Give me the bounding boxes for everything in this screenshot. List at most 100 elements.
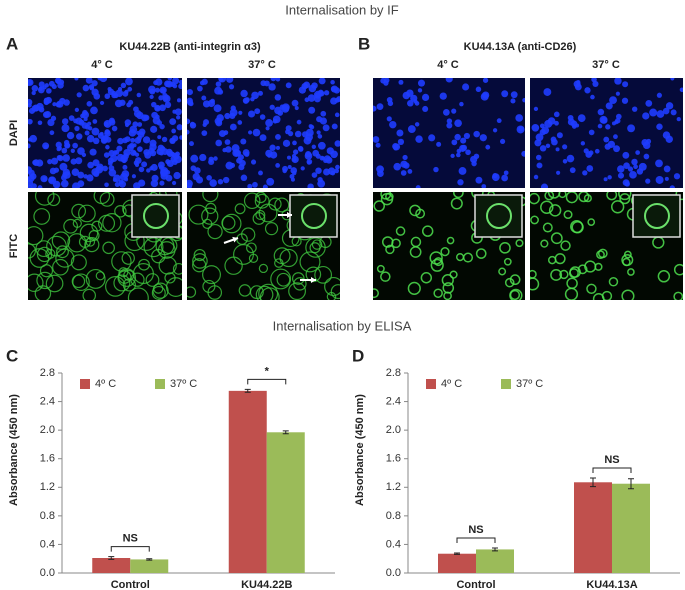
- nucleus: [655, 175, 664, 184]
- cell: [36, 271, 54, 290]
- annotation: NS: [468, 524, 483, 536]
- nucleus: [317, 179, 326, 188]
- cell: [373, 288, 379, 299]
- cell: [279, 248, 298, 268]
- micrograph: [28, 192, 182, 300]
- y-tick-label: 1.2: [386, 481, 401, 493]
- nucleus: [492, 173, 498, 179]
- cell: [293, 277, 307, 291]
- nucleus: [515, 114, 524, 122]
- nucleus: [223, 176, 230, 184]
- nucleus: [287, 165, 292, 170]
- nucleus: [285, 129, 290, 135]
- nucleus: [555, 147, 560, 152]
- cell: [255, 192, 267, 204]
- nucleus: [330, 97, 338, 105]
- nucleus: [415, 185, 421, 188]
- nucleus: [154, 104, 161, 112]
- nucleus: [252, 128, 261, 137]
- nucleus: [250, 159, 257, 165]
- nucleus: [510, 91, 518, 99]
- nucleus: [679, 87, 683, 93]
- nucleus: [165, 170, 171, 175]
- nucleus: [499, 138, 506, 145]
- nucleus: [442, 109, 450, 116]
- cell: [201, 207, 219, 225]
- nucleus: [400, 170, 407, 176]
- nucleus: [556, 170, 561, 175]
- nucleus: [176, 124, 182, 131]
- x-tick-label: Control: [111, 579, 150, 590]
- nucleus: [397, 138, 405, 145]
- cell: [586, 283, 597, 295]
- nucleus: [137, 131, 145, 138]
- cell: [82, 288, 97, 300]
- cell: [657, 270, 671, 283]
- nucleus: [311, 144, 317, 149]
- micrograph: [530, 78, 683, 188]
- cell: [421, 225, 434, 237]
- nucleus: [607, 175, 612, 180]
- nucleus: [521, 150, 525, 157]
- nucleus: [131, 174, 137, 179]
- nucleus: [459, 101, 464, 107]
- nucleus: [290, 177, 295, 182]
- cell: [246, 242, 257, 254]
- nucleus: [622, 81, 629, 88]
- nucleus: [108, 168, 117, 177]
- cell: [130, 272, 145, 287]
- panel-label: C: [6, 346, 18, 365]
- nucleus: [306, 160, 312, 165]
- y-tick-label: 0.8: [40, 510, 55, 522]
- cell: [202, 265, 221, 285]
- nucleus: [143, 149, 150, 156]
- cell: [34, 192, 55, 206]
- nucleus: [669, 185, 675, 188]
- nucleus: [311, 172, 318, 178]
- nucleus: [279, 104, 285, 110]
- nucleus: [588, 150, 594, 156]
- nucleus: [267, 153, 272, 158]
- nucleus: [664, 176, 669, 181]
- cell: [202, 279, 216, 293]
- y-tick-label: 0.0: [386, 567, 401, 579]
- nucleus: [638, 162, 647, 171]
- nucleus: [38, 106, 45, 113]
- nucleus: [43, 99, 50, 106]
- nucleus: [124, 89, 129, 94]
- nucleus: [141, 161, 148, 168]
- nucleus: [270, 78, 277, 82]
- nucleus: [621, 97, 629, 104]
- nucleus: [631, 106, 638, 112]
- nucleus: [259, 114, 266, 120]
- annotation: NS: [123, 532, 138, 544]
- nucleus: [74, 78, 79, 81]
- nucleus: [533, 174, 539, 180]
- nucleus: [92, 159, 100, 167]
- nucleus: [31, 90, 36, 96]
- nucleus: [197, 85, 203, 92]
- nucleus: [492, 128, 498, 133]
- nucleus: [178, 79, 182, 85]
- nucleus: [475, 176, 483, 184]
- nucleus: [257, 90, 263, 96]
- cell: [311, 239, 323, 250]
- cell: [127, 287, 149, 300]
- arrow-head: [311, 277, 316, 283]
- nucleus: [566, 154, 575, 163]
- inset: [289, 194, 338, 238]
- nucleus: [454, 133, 461, 141]
- cell: [324, 276, 340, 297]
- cell: [578, 192, 590, 203]
- nucleus: [554, 120, 559, 126]
- nucleus: [176, 115, 181, 120]
- y-tick-label: 2.8: [40, 367, 55, 379]
- nucleus: [410, 94, 418, 102]
- nucleus: [450, 153, 455, 159]
- cell: [673, 263, 683, 276]
- nucleus: [28, 118, 33, 125]
- nucleus: [237, 120, 243, 125]
- nucleus: [46, 88, 52, 94]
- nucleus: [202, 122, 207, 127]
- nucleus: [258, 170, 263, 176]
